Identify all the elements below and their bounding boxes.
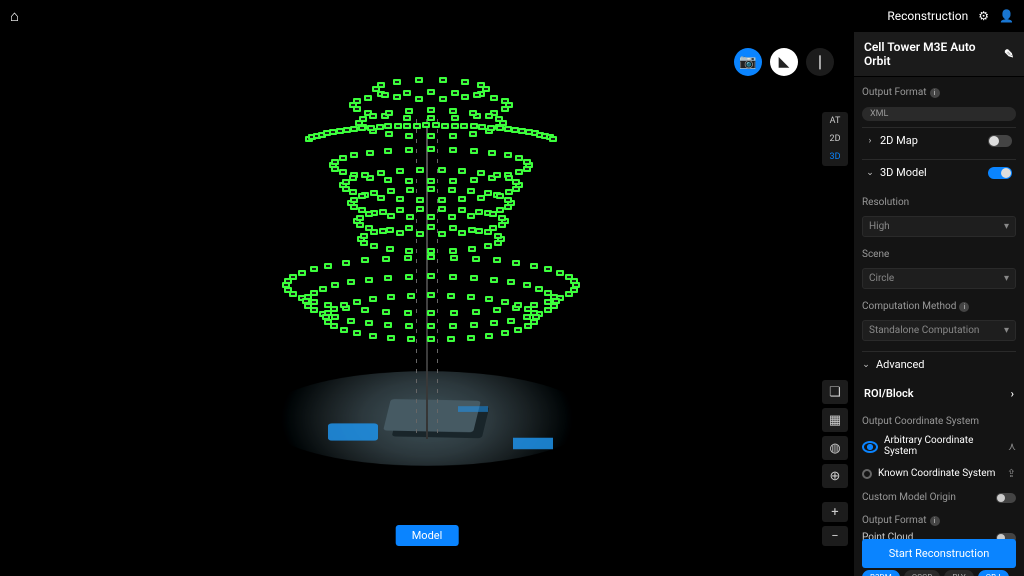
layers-icon[interactable]: ❏ <box>822 380 848 404</box>
format-chip-ply[interactable]: PLY <box>944 570 973 576</box>
tab-2d[interactable]: 2D <box>822 130 848 148</box>
viewport-3d[interactable]: Model <box>0 32 854 576</box>
resolution-label: Resolution <box>862 197 1016 208</box>
topbar: ⌂ Reconstruction ⚙ 👤 <box>0 0 1024 32</box>
gear-icon[interactable]: ⚙ <box>978 9 989 23</box>
zoom-in-button[interactable]: + <box>822 502 848 522</box>
model-label[interactable]: Model <box>396 525 459 546</box>
project-title: Cell Tower M3E Auto Orbit <box>864 40 1004 68</box>
mode-label: Reconstruction <box>887 9 968 23</box>
section-3d-model[interactable]: ⌄3D Model <box>862 159 1016 185</box>
info-icon[interactable]: i <box>930 516 940 526</box>
settings-panel: Cell Tower M3E Auto Orbit ✎ Output Forma… <box>854 32 1024 576</box>
toggle-3d-model[interactable] <box>988 167 1012 179</box>
chevron-down-icon: ▾ <box>1004 221 1009 232</box>
zoom-out-button[interactable]: − <box>822 526 848 546</box>
globe-icon[interactable]: ◍ <box>822 436 848 460</box>
export-icon: ⇪ <box>1007 467 1016 480</box>
edit-icon[interactable]: ✎ <box>1004 47 1014 61</box>
tab-at[interactable]: AT <box>822 112 848 130</box>
extra-tool-button[interactable]: ❘ <box>806 48 834 76</box>
resolution-select[interactable]: High▾ <box>862 216 1016 237</box>
grid-icon[interactable]: ▦ <box>822 408 848 432</box>
chevron-down-icon: ▾ <box>1004 325 1009 336</box>
tool-column: ❏ ▦ ◍ ⊕ + − <box>822 380 848 546</box>
round-tools: 📷 ◣ ❘ <box>734 48 834 76</box>
format-chip-b3dm[interactable]: B3DM <box>862 570 900 576</box>
radio-icon <box>862 441 878 453</box>
output-format-label: Output Formati <box>862 515 1016 526</box>
radio-arbitrary[interactable]: Arbitrary Coordinate System ⋏ <box>862 433 1016 459</box>
ocs-label: Output Coordinate System <box>862 416 1016 427</box>
format-chip-obj[interactable]: OBJ <box>978 570 1009 576</box>
computation-select[interactable]: Standalone Computation▾ <box>862 320 1016 341</box>
tab-3d[interactable]: 3D <box>822 148 848 166</box>
chevron-down-icon: ▾ <box>1004 273 1009 284</box>
camera-tool-button[interactable]: 📷 <box>734 48 762 76</box>
radio-icon <box>862 469 872 479</box>
info-icon[interactable]: i <box>930 88 940 98</box>
chevron-down-icon: ⌄ <box>866 168 874 178</box>
chevron-right-icon: › <box>866 136 874 146</box>
scene-label: Scene <box>862 249 1016 260</box>
chevron-right-icon: › <box>1011 387 1014 400</box>
custom-origin-label: Custom Model Origin <box>862 492 956 503</box>
axes-icon: ⋏ <box>1008 440 1016 453</box>
view-tabs: AT 2D 3D <box>822 112 848 166</box>
recenter-icon[interactable]: ⊕ <box>822 464 848 488</box>
section-2d-map[interactable]: ›2D Map <box>862 127 1016 153</box>
computation-label: Computation Methodi <box>862 301 1016 312</box>
output-format-top-label: Output Formati <box>862 87 1016 98</box>
info-icon[interactable]: i <box>959 302 969 312</box>
user-icon[interactable]: 👤 <box>999 9 1014 23</box>
toggle-custom-origin[interactable] <box>996 493 1016 503</box>
toggle-2d-map[interactable] <box>988 135 1012 147</box>
format-chips: B3DMOSGBPLYOBJS3MBI3S <box>862 570 1016 576</box>
home-icon[interactable]: ⌂ <box>10 7 19 25</box>
scene-select[interactable]: Circle▾ <box>862 268 1016 289</box>
advanced-header[interactable]: ⌄Advanced <box>862 351 1016 377</box>
roi-block-row[interactable]: ROI/Block › <box>862 383 1016 404</box>
radio-known[interactable]: Known Coordinate System ⇪ <box>862 465 1016 482</box>
start-reconstruction-button[interactable]: Start Reconstruction <box>862 539 1016 568</box>
xml-chip[interactable]: XML <box>862 107 1016 121</box>
format-chip-osgb[interactable]: OSGB <box>904 570 941 576</box>
panel-title-row: Cell Tower M3E Auto Orbit ✎ <box>854 32 1024 77</box>
measure-tool-button[interactable]: ◣ <box>770 48 798 76</box>
